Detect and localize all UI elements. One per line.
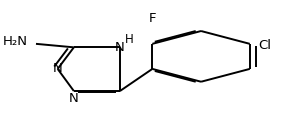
Text: F: F bbox=[149, 12, 156, 25]
Text: Cl: Cl bbox=[258, 38, 271, 51]
Text: N: N bbox=[69, 92, 79, 105]
Text: N: N bbox=[115, 41, 125, 54]
Text: N: N bbox=[53, 62, 63, 75]
Text: H: H bbox=[125, 33, 134, 46]
Text: H₂N: H₂N bbox=[3, 35, 28, 48]
